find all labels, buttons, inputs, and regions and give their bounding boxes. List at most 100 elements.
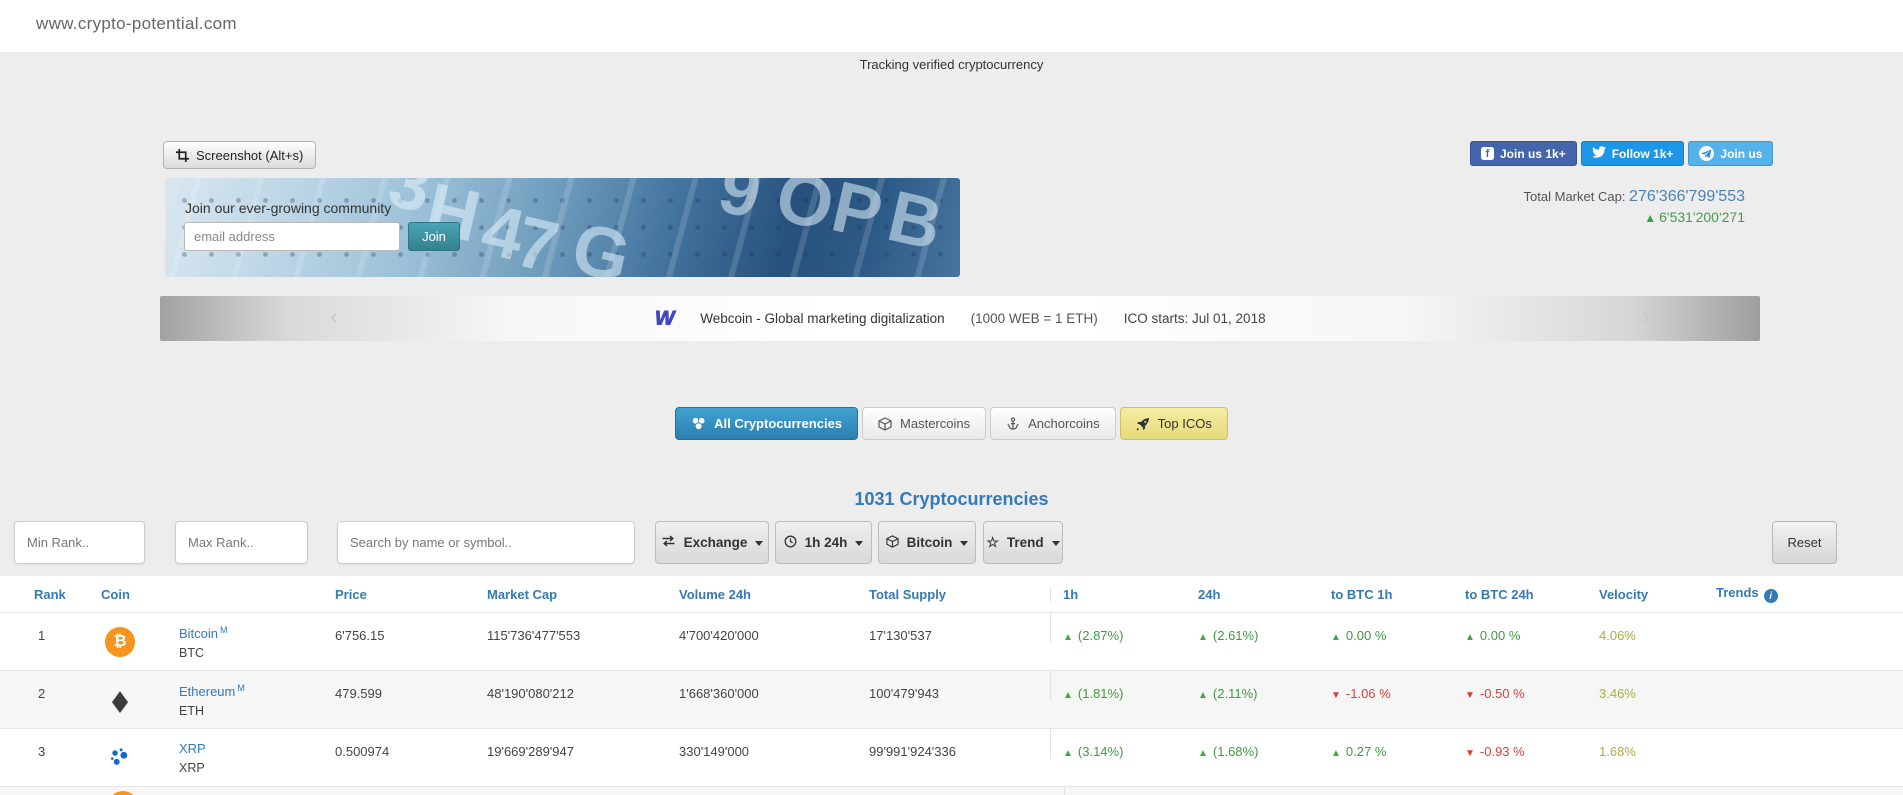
trend-dropdown[interactable]: ☆ Trend: [983, 521, 1063, 564]
header-volume[interactable]: Volume 24h: [679, 586, 752, 602]
currency-dropdown[interactable]: Bitcoin: [878, 521, 976, 564]
info-icon[interactable]: i: [1763, 589, 1778, 604]
to-btc-24h-cell: ▼ -0.50 %: [1465, 686, 1525, 701]
header-to-btc-1h[interactable]: to BTC 1h: [1331, 586, 1393, 602]
anchor-icon: [1006, 416, 1020, 431]
header-supply[interactable]: Total Supply: [869, 586, 947, 602]
ticker-rate: (1000 WEB = 1 ETH): [970, 311, 1098, 326]
change-1h-cell: ▲ (2.87%): [1050, 613, 1190, 643]
header-market-cap[interactable]: Market Cap: [487, 586, 558, 602]
coin-symbol: BTC: [179, 646, 204, 661]
mastercoin-badge: M: [220, 625, 228, 635]
tab-anchorcoins[interactable]: Anchorcoins: [990, 407, 1116, 440]
category-tabs: All Cryptocurrencies Mastercoins Anchorc…: [0, 407, 1903, 440]
coin-name-link[interactable]: Ethereum M: [179, 683, 245, 700]
trend-arrow-icon: ▲: [1331, 748, 1341, 759]
facebook-icon: f: [1481, 147, 1494, 160]
up-arrow-icon: ▲: [1644, 211, 1657, 225]
tagline: Tracking verified cryptocurrency: [859, 57, 1044, 72]
ethereum-icon: ◆: [111, 684, 129, 716]
volume-cell: 1'668'360'000: [679, 686, 759, 701]
chevron-down-icon: [1051, 541, 1060, 546]
tab-label: Anchorcoins: [1028, 416, 1100, 431]
ticker-prev-arrow[interactable]: ‹: [330, 303, 338, 330]
star-icon: ☆: [986, 534, 999, 550]
trends-cell: [1708, 613, 1903, 628]
twitter-follow-button[interactable]: Follow 1k+: [1580, 141, 1685, 166]
header-price[interactable]: Price: [335, 586, 367, 602]
to-btc-24h-cell: ▲ 0.00 %: [1465, 628, 1521, 643]
ticker-text[interactable]: Webcoin - Global marketing digitalizatio…: [700, 311, 945, 326]
trend-arrow-icon: ▲: [1198, 748, 1208, 759]
twitter-label: Follow 1k+: [1611, 146, 1674, 161]
trends-cell: [1708, 671, 1903, 686]
table-row[interactable]: 1 ₿ Bitcoin M BTC 6'756.15 115'736'477'55…: [0, 612, 1903, 670]
tab-top-icos[interactable]: Top ICOs: [1119, 407, 1228, 440]
webcoin-logo-icon: W: [654, 306, 675, 330]
cube-icon: [885, 534, 899, 551]
newsletter-join-button[interactable]: Join: [408, 222, 460, 251]
to-btc-1h-cell: ▼ -1.06 %: [1331, 686, 1391, 701]
search-input[interactable]: [337, 521, 635, 564]
email-field[interactable]: [184, 222, 400, 251]
table-row[interactable]: 2 ◆ Ethereum M ETH 479.599 48'190'080'212…: [0, 670, 1903, 728]
coin-name-link[interactable]: XRP: [179, 741, 206, 756]
header-to-btc-24h[interactable]: to BTC 24h: [1465, 586, 1534, 602]
trend-label: Trend: [1006, 535, 1044, 550]
crop-icon: [176, 148, 189, 162]
change-24h-cell: ▲ (1.68%): [1198, 744, 1259, 759]
market-cap-cell: 19'669'289'947: [487, 744, 574, 759]
rank-cell: 2: [38, 686, 46, 701]
change-24h-cell: ▲ (2.11%): [1198, 686, 1258, 701]
banner-glyph: 9: [711, 178, 769, 235]
currency-label: Bitcoin: [906, 535, 953, 550]
ticker-next-arrow[interactable]: ›: [1642, 303, 1650, 330]
reset-button[interactable]: Reset: [1772, 521, 1837, 564]
price-cell: 0.500974: [335, 744, 390, 759]
header-24h[interactable]: 24h: [1198, 586, 1221, 602]
supply-cell: 99'991'924'336: [869, 744, 956, 759]
chevron-down-icon: [855, 541, 864, 546]
max-rank-input[interactable]: [175, 521, 308, 564]
header-coin[interactable]: Coin: [101, 586, 130, 602]
trend-arrow-icon: ▲: [1465, 632, 1475, 643]
tab-label: Mastercoins: [900, 416, 971, 431]
header-1h[interactable]: 1h: [1050, 586, 1190, 602]
table-row[interactable]: 3 XRP XRP 0.500974 19'669'289'947 330'14…: [0, 728, 1903, 786]
telegram-label: Join us: [1720, 146, 1763, 161]
xrp-icon: [105, 743, 135, 773]
market-cap-cell: 48'190'080'212: [487, 686, 574, 701]
table-row-partial[interactable]: [0, 786, 1903, 795]
coin-cell: ◆ Ethereum M ETH: [101, 671, 335, 729]
exchange-icon: [661, 535, 676, 550]
change-24h-cell: ▲ (2.61%): [1198, 628, 1259, 643]
facebook-join-button[interactable]: f Join us 1k+: [1470, 141, 1577, 166]
social-buttons: f Join us 1k+ Follow 1k+ Join us: [1470, 141, 1774, 166]
tab-mastercoins[interactable]: Mastercoins: [862, 407, 987, 440]
newsletter-title: Join our ever-growing community: [185, 200, 392, 216]
screenshot-button[interactable]: Screenshot (Alt+s): [163, 141, 317, 169]
exchange-dropdown[interactable]: Exchange: [655, 521, 769, 564]
trends-cell: [1708, 729, 1903, 744]
header-rank[interactable]: Rank: [34, 586, 66, 602]
market-cap-label: Total Market Cap:: [1523, 189, 1626, 204]
coin-cell: XRP XRP: [101, 729, 335, 787]
table-body: 1 ₿ Bitcoin M BTC 6'756.15 115'736'477'55…: [0, 612, 1903, 786]
min-rank-input[interactable]: [14, 521, 145, 564]
mastercoin-badge: M: [237, 683, 245, 693]
rank-cell: 1: [38, 628, 46, 643]
coin-count-title: 1031 Cryptocurrencies: [854, 489, 1049, 509]
coins-table: Rank Coin Price Market Cap Volume 24h To…: [0, 576, 1903, 795]
trend-arrow-icon: ▼: [1465, 748, 1475, 759]
header-velocity[interactable]: Velocity: [1599, 586, 1649, 602]
telegram-join-button[interactable]: Join us: [1688, 141, 1774, 166]
ticker-ico-date: ICO starts: Jul 01, 2018: [1123, 311, 1266, 326]
coins-icon: [691, 416, 706, 431]
tab-all-cryptocurrencies[interactable]: All Cryptocurrencies: [675, 407, 859, 440]
period-dropdown[interactable]: 1h 24h: [775, 521, 872, 564]
telegram-icon: [1699, 146, 1715, 161]
coin-name-link[interactable]: Bitcoin M: [179, 625, 228, 642]
velocity-cell: 4.06%: [1599, 628, 1636, 643]
